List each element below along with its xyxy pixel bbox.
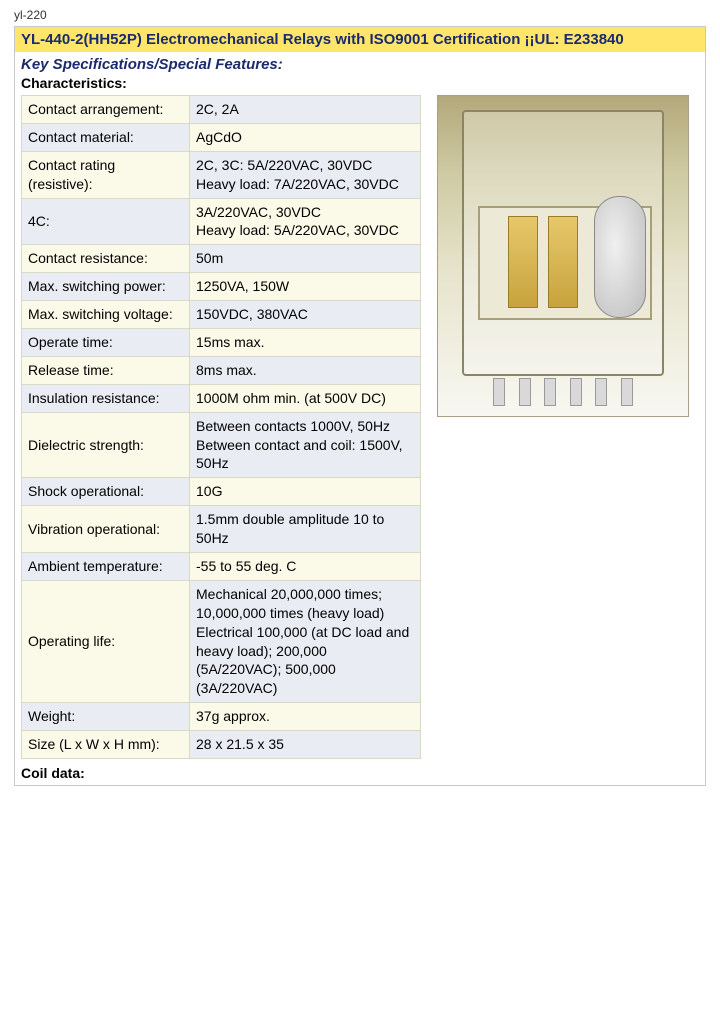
pin <box>519 378 531 406</box>
table-row: Contact resistance:50m <box>22 245 421 273</box>
content-inner: Key Specifications/Special Features: Cha… <box>15 52 705 785</box>
spec-value: Mechanical 20,000,000 times; 10,000,000 … <box>190 580 421 702</box>
spec-value: AgCdO <box>190 123 421 151</box>
table-row: Dielectric strength:Between contacts 100… <box>22 412 421 478</box>
spec-label: Operate time: <box>22 329 190 357</box>
spec-label: Ambient temperature: <box>22 553 190 581</box>
characteristics-heading: Characteristics: <box>21 75 699 95</box>
spec-value: 10G <box>190 478 421 506</box>
spec-label: Contact material: <box>22 123 190 151</box>
spec-label: Size (L x W x H mm): <box>22 731 190 759</box>
document-code: yl-220 <box>14 8 706 22</box>
table-row: Release time:8ms max. <box>22 356 421 384</box>
spec-value: 37g approx. <box>190 703 421 731</box>
table-row: Contact rating (resistive):2C, 3C: 5A/22… <box>22 151 421 198</box>
spec-value: 28 x 21.5 x 35 <box>190 731 421 759</box>
spec-label: Contact resistance: <box>22 245 190 273</box>
coil-data-heading: Coil data: <box>21 759 699 781</box>
table-row: Operating life:Mechanical 20,000,000 tim… <box>22 580 421 702</box>
pin <box>595 378 607 406</box>
layout: Contact arrangement:2C, 2AContact materi… <box>21 95 699 759</box>
table-row: Weight:37g approx. <box>22 703 421 731</box>
spec-label: Contact rating (resistive): <box>22 151 190 198</box>
spec-value: 150VDC, 380VAC <box>190 301 421 329</box>
table-row: Shock operational:10G <box>22 478 421 506</box>
spec-label: Operating life: <box>22 580 190 702</box>
page: yl-220 YL-440-2(HH52P) Electromechanical… <box>0 0 720 794</box>
pin <box>621 378 633 406</box>
table-row: Insulation resistance:1000M ohm min. (at… <box>22 384 421 412</box>
spec-value: -55 to 55 deg. C <box>190 553 421 581</box>
spec-label: Contact arrangement: <box>22 96 190 124</box>
spec-value: 8ms max. <box>190 356 421 384</box>
spec-label: Max. switching power: <box>22 273 190 301</box>
spec-value: 1000M ohm min. (at 500V DC) <box>190 384 421 412</box>
spec-value: 2C, 2A <box>190 96 421 124</box>
spec-label: Release time: <box>22 356 190 384</box>
table-row: 4C:3A/220VAC, 30VDC Heavy load: 5A/220VA… <box>22 198 421 245</box>
pin <box>493 378 505 406</box>
spec-label: Weight: <box>22 703 190 731</box>
spec-value: 3A/220VAC, 30VDC Heavy load: 5A/220VAC, … <box>190 198 421 245</box>
spec-value: Between contacts 1000V, 50Hz Between con… <box>190 412 421 478</box>
key-specs-heading: Key Specifications/Special Features: <box>21 56 699 75</box>
specifications-table: Contact arrangement:2C, 2AContact materi… <box>21 95 421 759</box>
spec-label: Max. switching voltage: <box>22 301 190 329</box>
table-row: Ambient temperature:-55 to 55 deg. C <box>22 553 421 581</box>
relay-pins <box>493 378 633 406</box>
table-row: Size (L x W x H mm):28 x 21.5 x 35 <box>22 731 421 759</box>
relay-contact-strip <box>508 216 538 308</box>
spec-label: Vibration operational: <box>22 506 190 553</box>
page-title: YL-440-2(HH52P) Electromechanical Relays… <box>15 27 705 52</box>
table-row: Operate time:15ms max. <box>22 329 421 357</box>
spec-value: 50m <box>190 245 421 273</box>
spec-label: Dielectric strength: <box>22 412 190 478</box>
table-row: Contact arrangement:2C, 2A <box>22 96 421 124</box>
spec-value: 15ms max. <box>190 329 421 357</box>
pin <box>570 378 582 406</box>
spec-label: Shock operational: <box>22 478 190 506</box>
table-row: Max. switching voltage:150VDC, 380VAC <box>22 301 421 329</box>
table-row: Max. switching power:1250VA, 150W <box>22 273 421 301</box>
spec-label: 4C: <box>22 198 190 245</box>
table-row: Vibration operational:1.5mm double ampli… <box>22 506 421 553</box>
spec-value: 1.5mm double amplitude 10 to 50Hz <box>190 506 421 553</box>
spec-value: 1250VA, 150W <box>190 273 421 301</box>
relay-coil <box>594 196 646 318</box>
spec-label: Insulation resistance: <box>22 384 190 412</box>
content-box: YL-440-2(HH52P) Electromechanical Relays… <box>14 26 706 786</box>
product-image <box>437 95 689 417</box>
relay-contact-strip <box>548 216 578 308</box>
pin <box>544 378 556 406</box>
spec-value: 2C, 3C: 5A/220VAC, 30VDC Heavy load: 7A/… <box>190 151 421 198</box>
table-row: Contact material:AgCdO <box>22 123 421 151</box>
